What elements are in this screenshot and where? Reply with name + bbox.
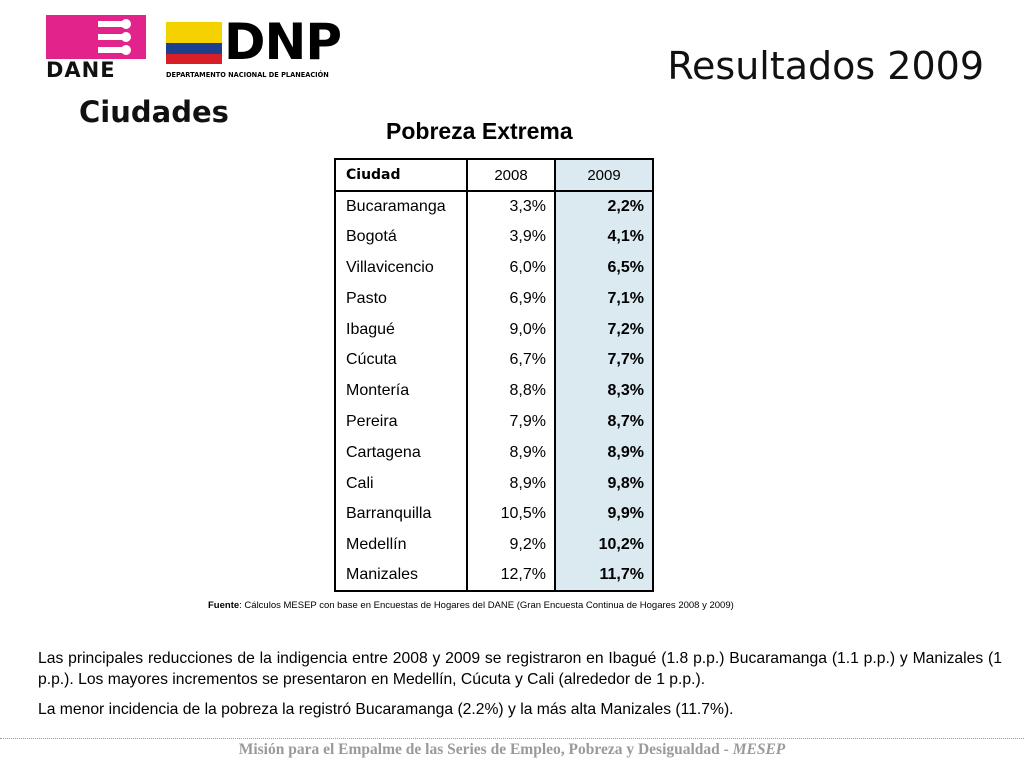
table-row: Bogotá 3,9% 4,1%: [335, 221, 653, 253]
analysis-paragraph-1: Las principales reducciones de la indige…: [38, 650, 1002, 688]
dane-logo-mark: [46, 15, 146, 59]
dane-logo-text: DANE: [46, 58, 116, 82]
column-header-2008: 2008: [467, 159, 556, 192]
source-note: Fuente: Cálculos MESEP con base en Encue…: [208, 600, 734, 612]
table-row: Medellín 9,2% 10,2%: [335, 529, 653, 561]
cell-2008: 6,0%: [467, 252, 556, 284]
dnp-logo-subtitle: DEPARTAMENTO NACIONAL DE PLANEACIÓN: [166, 71, 329, 79]
cell-city: Cartagena: [335, 437, 468, 469]
cell-2009: 7,2%: [555, 314, 653, 345]
cell-2008: 3,9%: [467, 221, 556, 253]
poverty-table: Ciudad 2008 2009 Bucaramanga 3,3% 2,2% Bogo…: [334, 158, 654, 593]
table-row: Pasto 6,9% 7,1%: [335, 283, 653, 315]
cell-2009: 7,7%: [555, 344, 653, 376]
footer: Misión para el Empalme de las Series de …: [0, 740, 1024, 760]
table-row: Barranquilla 10,5% 9,9%: [335, 498, 653, 530]
source-text: : Cálculos MESEP con base en Encuestas d…: [239, 600, 734, 611]
table-row: Ibagué 9,0% 7,2%: [335, 314, 653, 345]
colombia-flag-icon: [166, 22, 222, 64]
cell-2008: 8,9%: [467, 437, 556, 469]
cell-2008: 6,7%: [467, 344, 556, 376]
cell-city: Manizales: [335, 560, 468, 592]
cell-city: Bogotá: [335, 221, 468, 253]
cell-2008: 12,7%: [467, 560, 556, 592]
cell-city: Villavicencio: [335, 252, 468, 284]
cell-2008: 9,2%: [467, 529, 556, 561]
cell-2009: 9,9%: [555, 498, 653, 530]
cell-2009: 7,1%: [555, 283, 653, 315]
column-header-2009: 2009: [555, 159, 653, 192]
cell-2009: 4,1%: [555, 221, 653, 253]
table-row: Pereira 7,9% 8,7%: [335, 406, 653, 438]
cell-city: Montería: [335, 375, 468, 407]
cell-2008: 8,9%: [467, 468, 556, 499]
footer-italic: MESEP: [732, 741, 786, 758]
cell-2009: 10,2%: [555, 529, 653, 561]
table-row: Cali 8,9% 9,8%: [335, 468, 653, 499]
cell-city: Cali: [335, 468, 468, 499]
footer-divider: [0, 738, 1024, 739]
cell-2008: 7,9%: [467, 406, 556, 438]
analysis-paragraph-2: La menor incidencia de la pobreza la reg…: [38, 701, 734, 718]
table-row: Montería 8,8% 8,3%: [335, 375, 653, 407]
cell-2009: 9,8%: [555, 468, 653, 499]
cell-city: Medellín: [335, 529, 468, 561]
table-row: Bucaramanga 3,3% 2,2%: [335, 191, 653, 222]
source-label: Fuente: [208, 600, 240, 611]
cell-2008: 8,8%: [467, 375, 556, 407]
table-row: Villavicencio 6,0% 6,5%: [335, 252, 653, 284]
cell-2009: 8,3%: [555, 375, 653, 407]
table-header-row: Ciudad 2008 2009: [335, 159, 653, 192]
dane-logo: DANE: [46, 15, 148, 81]
column-header-city: Ciudad: [335, 159, 468, 192]
cell-2009: 2,2%: [555, 191, 653, 222]
dnp-logo-text: DNP: [224, 13, 342, 71]
section-title: Ciudades: [79, 95, 229, 129]
cell-2008: 10,5%: [467, 498, 556, 530]
cell-city: Cúcuta: [335, 344, 468, 376]
table-row: Manizales 12,7% 11,7%: [335, 560, 653, 592]
footer-text: Misión para el Empalme de las Series de …: [238, 741, 733, 758]
cell-2009: 8,7%: [555, 406, 653, 438]
cell-city: Barranquilla: [335, 498, 468, 530]
cell-city: Ibagué: [335, 314, 468, 345]
slide-title: Resultados 2009: [667, 44, 984, 88]
dnp-logo: DNP DEPARTAMENTO NACIONAL DE PLANEACIÓN: [166, 13, 358, 84]
table-title: Pobreza Extrema: [386, 118, 573, 144]
cell-2009: 8,9%: [555, 437, 653, 469]
cell-city: Bucaramanga: [335, 191, 468, 222]
cell-2009: 6,5%: [555, 252, 653, 284]
cell-2008: 6,9%: [467, 283, 556, 315]
table-row: Cartagena 8,9% 8,9%: [335, 437, 653, 469]
cell-city: Pasto: [335, 283, 468, 315]
table-body: Bucaramanga 3,3% 2,2% Bogotá 3,9% 4,1% Villavi…: [335, 191, 653, 592]
cell-2008: 9,0%: [467, 314, 556, 345]
cell-city: Pereira: [335, 406, 468, 438]
cell-2009: 11,7%: [555, 560, 653, 592]
table-row: Cúcuta 6,7% 7,7%: [335, 344, 653, 376]
cell-2008: 3,3%: [467, 191, 556, 222]
